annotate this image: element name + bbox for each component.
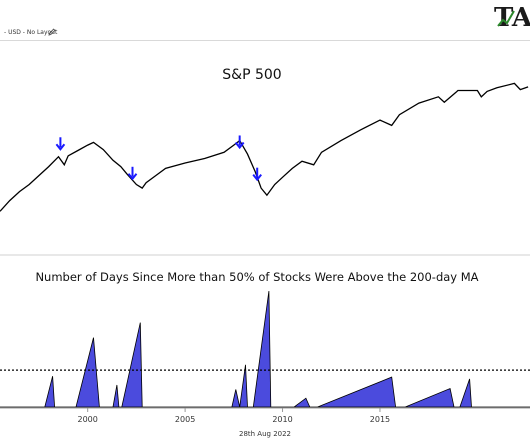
signal-arrow-icon (127, 166, 138, 181)
x-tick-label: 2005 (175, 415, 195, 424)
chart-area: S&P 500 Number of Days Since More than 5… (0, 67, 530, 424)
days-since-area (0, 290, 530, 408)
x-tick-label: 2010 (272, 415, 292, 424)
footer-date: 28th Aug 2022 (238, 430, 292, 438)
x-tick-label: 2000 (78, 415, 98, 424)
ta-logo-icon: TA (492, 2, 530, 34)
layout-label: - USD - No Layout (4, 29, 58, 36)
breadth-title: Number of Days Since More than 50% of St… (35, 270, 478, 284)
sp500-panel: S&P 500 (0, 67, 529, 212)
ta-logo-letters: TA (494, 3, 530, 33)
top-bar: - USD - No Layout TA (0, 0, 530, 41)
breadth-panel: Number of Days Since More than 50% of St… (0, 270, 530, 424)
pencil-icon[interactable] (48, 28, 56, 36)
ta-logo-graphic: TA (494, 3, 530, 33)
sp500-title: S&P 500 (222, 67, 281, 83)
signal-arrow-icon (252, 167, 262, 182)
signal-arrow-icon (55, 137, 66, 151)
x-tick-label: 2015 (370, 415, 390, 424)
signal-arrow-icon (234, 135, 245, 150)
sp500-price-line (0, 82, 529, 212)
